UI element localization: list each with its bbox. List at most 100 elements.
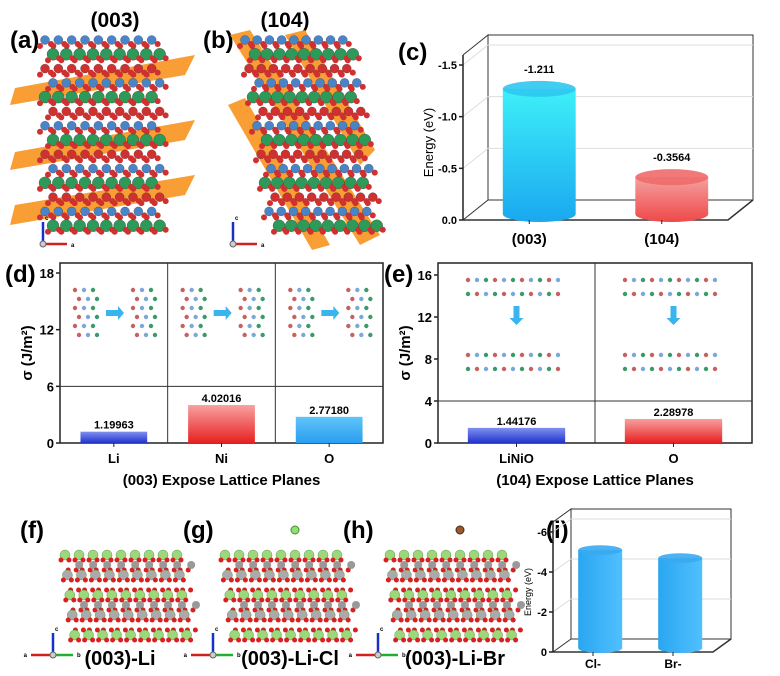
atom-o <box>310 128 317 135</box>
atom-ni <box>433 601 441 609</box>
atom <box>134 296 140 302</box>
atom-o <box>163 617 169 623</box>
data-label: 1.44176 <box>497 416 537 428</box>
panel-f-caption: (003)-Li <box>84 648 155 670</box>
atom <box>278 163 288 174</box>
atom-o <box>308 57 315 64</box>
atom-o <box>228 637 234 643</box>
atom-o <box>261 43 268 49</box>
atom <box>53 149 63 159</box>
atom <box>86 48 100 61</box>
atom-ni <box>108 609 120 621</box>
crystal-axes-icon: ca <box>39 216 75 249</box>
atom <box>362 206 372 217</box>
atom <box>631 366 637 372</box>
atom-o <box>453 557 459 563</box>
atom-o <box>401 587 407 593</box>
atom-o <box>322 607 328 613</box>
atom-o <box>460 617 466 623</box>
atom-ni <box>461 601 469 609</box>
atom-li <box>450 629 461 641</box>
atom-ni <box>76 569 87 581</box>
atom <box>329 149 339 159</box>
x-tick-label: (104) <box>644 231 679 248</box>
atom-o <box>63 100 70 107</box>
atom-o <box>124 637 130 643</box>
atom-o <box>248 577 254 583</box>
atom <box>712 277 718 283</box>
atom <box>501 291 507 297</box>
atom <box>107 121 117 131</box>
atom-o <box>85 228 91 235</box>
atom-ni <box>485 569 496 581</box>
atom <box>80 121 90 131</box>
y-tick-label: 0.0 <box>442 215 457 227</box>
atom-o <box>233 567 239 573</box>
atom <box>297 287 302 293</box>
atom <box>46 48 60 61</box>
atom-o <box>68 577 74 583</box>
atom <box>128 106 138 117</box>
atom <box>309 219 322 232</box>
atom-o <box>143 185 150 192</box>
atom <box>640 366 646 372</box>
atom-li <box>243 629 254 641</box>
atom <box>270 106 280 117</box>
atom-o <box>427 577 433 583</box>
atom-o <box>330 100 337 107</box>
atom-ni <box>240 609 252 621</box>
atom-o <box>50 100 57 107</box>
atom-o <box>80 557 86 563</box>
atom-o <box>328 200 335 207</box>
atom-o <box>108 627 114 633</box>
atom <box>368 192 378 202</box>
atom-o <box>468 617 474 623</box>
atom-o <box>236 637 242 643</box>
atom-ni <box>475 601 483 609</box>
atom-o <box>297 214 304 221</box>
panel-b-title: (104) <box>260 9 309 32</box>
atom-o <box>271 228 277 235</box>
atom-o <box>353 98 360 105</box>
atom-o <box>457 637 463 643</box>
atom-o <box>306 100 313 107</box>
atom <box>640 352 646 358</box>
atom-ni <box>291 561 300 569</box>
atom-o <box>503 627 509 633</box>
atom <box>640 291 646 297</box>
atom <box>292 314 297 320</box>
atom-o <box>309 617 315 623</box>
atom-o <box>50 43 57 49</box>
atom <box>343 106 354 117</box>
atom-o <box>429 587 435 593</box>
atom-o <box>264 637 270 643</box>
atom-li <box>317 549 329 561</box>
atom-o <box>331 617 337 623</box>
atom-o <box>410 597 416 603</box>
atom <box>53 121 63 131</box>
atom <box>346 219 359 232</box>
x-tick-label: Cl- <box>585 657 601 671</box>
atom-o <box>444 597 450 603</box>
atom <box>537 291 543 297</box>
atom-ni <box>405 601 413 609</box>
atom <box>519 291 525 297</box>
atom-li <box>313 629 324 641</box>
atom <box>53 63 63 74</box>
atom-o <box>143 567 149 573</box>
atom-li <box>153 629 164 641</box>
atom <box>289 121 299 131</box>
atom-o <box>154 41 161 47</box>
atom-o <box>469 577 475 583</box>
atom-li <box>143 549 155 561</box>
atom-o <box>103 185 110 192</box>
atom-o <box>267 200 273 207</box>
chart-e: 0 4 8 12 16 σ (J/m²) 1.44176 LiNiO 2.28978 O (104)… <box>397 262 753 489</box>
atom-li <box>181 629 192 641</box>
atom-o <box>318 577 324 583</box>
atom-ni <box>512 561 521 569</box>
atom-o <box>364 200 371 207</box>
a-axis-label: a <box>261 243 265 249</box>
atom-o <box>58 85 65 92</box>
panel-label-b: (b) <box>203 27 234 54</box>
